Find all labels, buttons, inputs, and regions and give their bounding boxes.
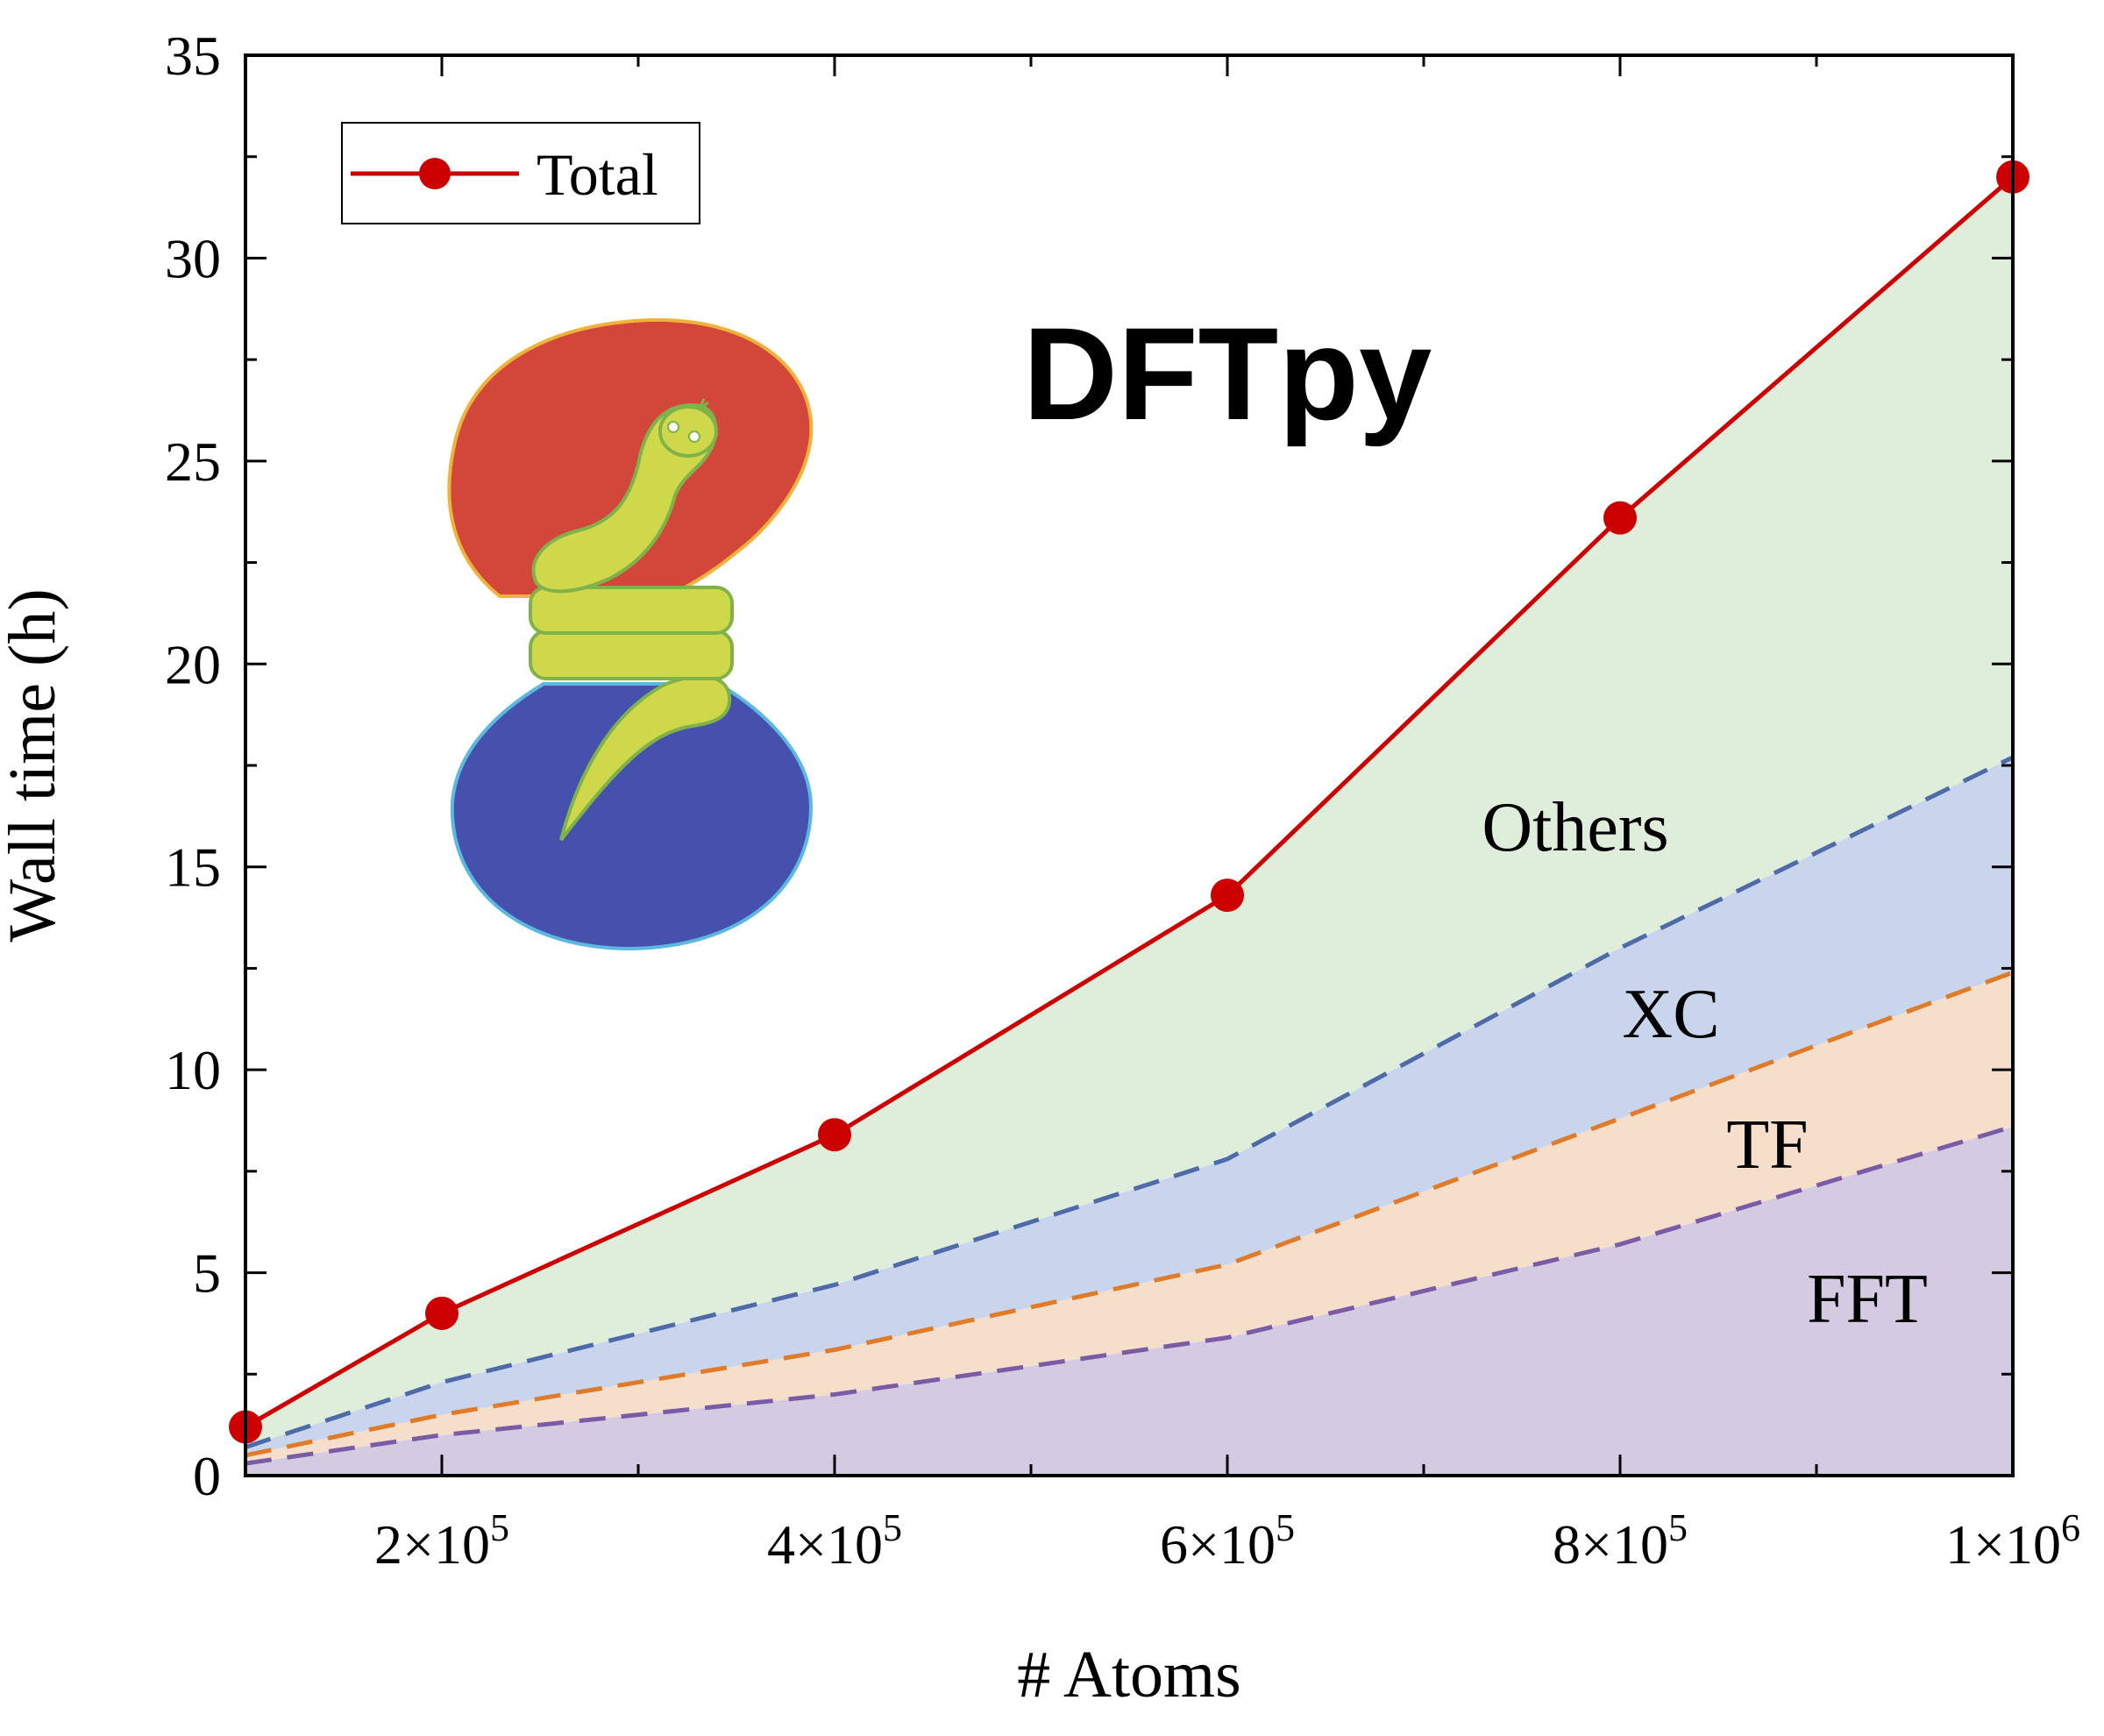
band-label-fft: FFT	[1807, 1261, 1928, 1338]
total-series	[229, 160, 2029, 1444]
data-point-total	[818, 1118, 851, 1152]
series-line-total	[244, 174, 2015, 1429]
band-others	[245, 176, 2013, 1448]
boundary-lines	[245, 755, 2015, 1466]
axis-ticks	[245, 53, 2015, 1477]
band-label-others: Others	[1482, 789, 1668, 866]
logo-coil-lower	[529, 630, 734, 680]
y-tick-label: 0	[193, 1445, 221, 1507]
stacked-areas	[245, 176, 2013, 1476]
y-tick-label: 15	[165, 836, 221, 899]
y-axis-label: Wall time (h)	[0, 588, 69, 942]
logo-coil-upper	[529, 586, 734, 635]
x-tick-label: 2×105	[374, 1506, 509, 1576]
data-point-total	[1211, 879, 1244, 913]
y-tick-label: 35	[165, 25, 221, 87]
logo-snake-tail	[559, 674, 732, 842]
data-point-total	[1603, 501, 1637, 535]
x-tick-labels: 2×105 4×105 6×105 8×105 1×106	[374, 1506, 2080, 1576]
data-point-total	[425, 1296, 458, 1330]
y-tick-label: 10	[165, 1039, 221, 1101]
x-tick-label: 6×105	[1160, 1506, 1295, 1576]
x-tick-label: 1×106	[1945, 1506, 2080, 1576]
y-tick-label: 5	[193, 1242, 221, 1305]
y-tick-labels: 0 5 10 15 20 25 30 35	[165, 25, 221, 1507]
legend-label-total: Total	[537, 141, 658, 208]
logo-top-bulb	[447, 317, 814, 598]
legend: Total	[341, 122, 700, 224]
y-tick-label: 20	[165, 633, 221, 695]
legend-marker	[419, 158, 451, 189]
dftpy-logo	[447, 317, 814, 951]
y-tick-label: 30	[165, 227, 221, 289]
band-tf	[245, 972, 2013, 1464]
x-axis-label: # Atoms	[1017, 1638, 1241, 1711]
x-tick-label: 4×105	[767, 1506, 902, 1576]
x-tick-label: 8×105	[1553, 1506, 1688, 1576]
band-fft	[245, 1126, 2013, 1476]
band-label-xc: XC	[1622, 976, 1719, 1053]
boundary-line-xc	[245, 755, 2015, 1449]
boundary-line-tf	[245, 970, 2014, 1458]
y-tick-label: 25	[165, 430, 221, 493]
logo-snake-eye-right	[688, 430, 700, 443]
logo-snake-eye-left	[667, 421, 679, 433]
logo-snake-tongue	[698, 398, 709, 410]
chart-title: DFTpy	[1023, 300, 1432, 447]
logo-bottom-bulb	[450, 682, 814, 951]
logo-snake-head	[658, 405, 718, 458]
band-label-tf: TF	[1726, 1106, 1808, 1184]
